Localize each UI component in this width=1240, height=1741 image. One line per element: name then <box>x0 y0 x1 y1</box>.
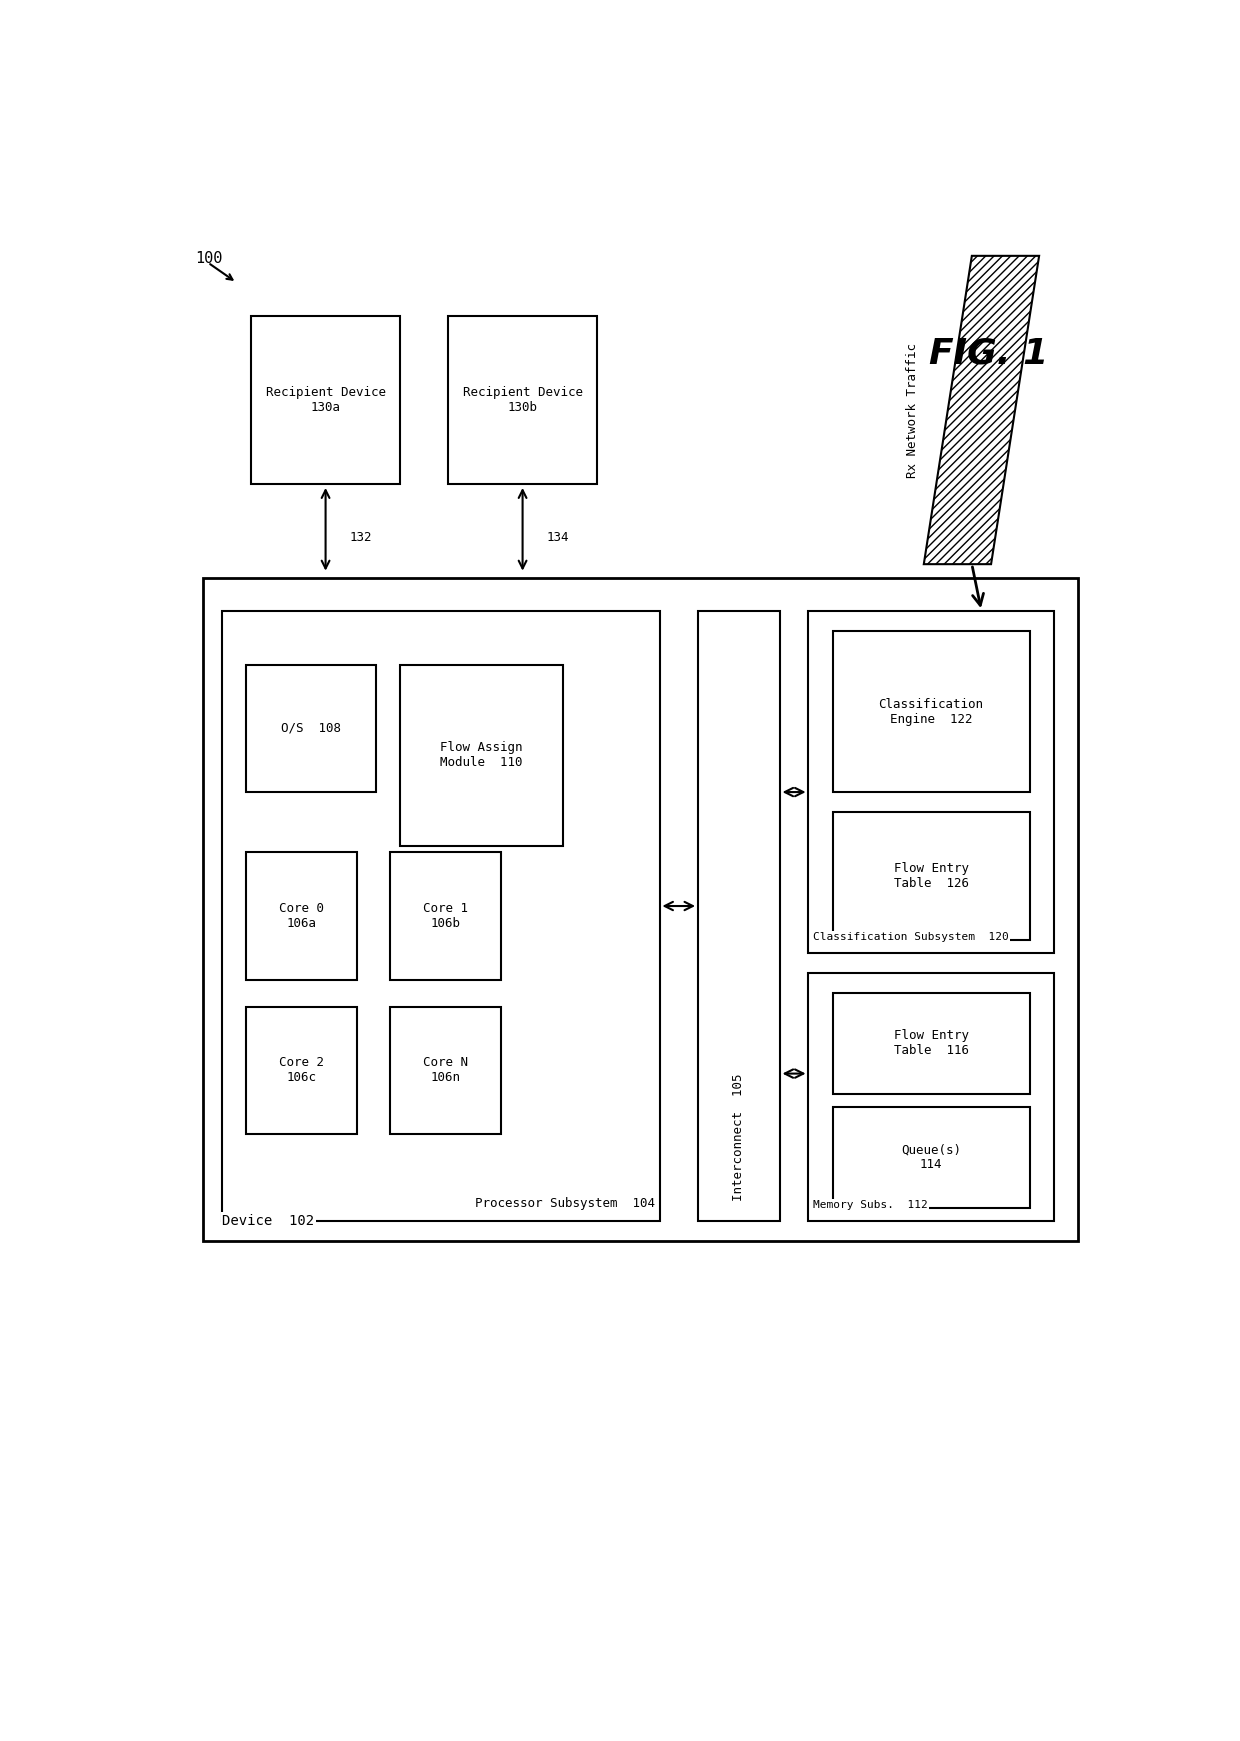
Text: Flow Assign
Module  110: Flow Assign Module 110 <box>440 742 523 770</box>
FancyBboxPatch shape <box>222 611 660 1220</box>
FancyBboxPatch shape <box>448 317 596 484</box>
FancyBboxPatch shape <box>391 853 501 980</box>
Text: Core N
106n: Core N 106n <box>423 1057 469 1085</box>
FancyBboxPatch shape <box>808 611 1054 952</box>
Text: Recipient Device
130a: Recipient Device 130a <box>265 387 386 414</box>
Text: Recipient Device
130b: Recipient Device 130b <box>463 387 583 414</box>
Text: Core 1
106b: Core 1 106b <box>423 902 469 930</box>
Text: Flow Entry
Table  116: Flow Entry Table 116 <box>894 1029 968 1057</box>
Polygon shape <box>924 256 1039 564</box>
FancyBboxPatch shape <box>203 578 1078 1241</box>
Text: Interconnect  105: Interconnect 105 <box>733 1074 745 1201</box>
Text: Device  102: Device 102 <box>222 1213 315 1227</box>
Text: Queue(s)
114: Queue(s) 114 <box>901 1144 961 1172</box>
FancyBboxPatch shape <box>247 1006 357 1133</box>
Text: Core 2
106c: Core 2 106c <box>279 1057 324 1085</box>
FancyBboxPatch shape <box>247 853 357 980</box>
FancyBboxPatch shape <box>808 973 1054 1220</box>
Text: Classification
Engine  122: Classification Engine 122 <box>878 698 983 726</box>
FancyBboxPatch shape <box>698 611 780 1220</box>
FancyBboxPatch shape <box>832 992 1029 1093</box>
Text: FIG. 1: FIG. 1 <box>930 336 1049 371</box>
FancyBboxPatch shape <box>401 665 563 846</box>
Text: Processor Subsystem  104: Processor Subsystem 104 <box>475 1198 655 1210</box>
FancyBboxPatch shape <box>832 1107 1029 1208</box>
FancyBboxPatch shape <box>832 811 1029 940</box>
Text: O/S  108: O/S 108 <box>281 723 341 735</box>
Text: Rx Network Traffic: Rx Network Traffic <box>906 343 919 477</box>
FancyBboxPatch shape <box>247 665 376 792</box>
FancyBboxPatch shape <box>391 1006 501 1133</box>
FancyBboxPatch shape <box>250 317 401 484</box>
Text: Classification Subsystem  120: Classification Subsystem 120 <box>813 931 1009 942</box>
Text: 134: 134 <box>547 531 569 543</box>
Text: 100: 100 <box>196 251 223 266</box>
Text: Flow Entry
Table  126: Flow Entry Table 126 <box>894 862 968 890</box>
Text: 132: 132 <box>350 531 372 543</box>
Text: Core 0
106a: Core 0 106a <box>279 902 324 930</box>
FancyBboxPatch shape <box>832 632 1029 792</box>
Text: Memory Subs.  112: Memory Subs. 112 <box>813 1200 928 1210</box>
